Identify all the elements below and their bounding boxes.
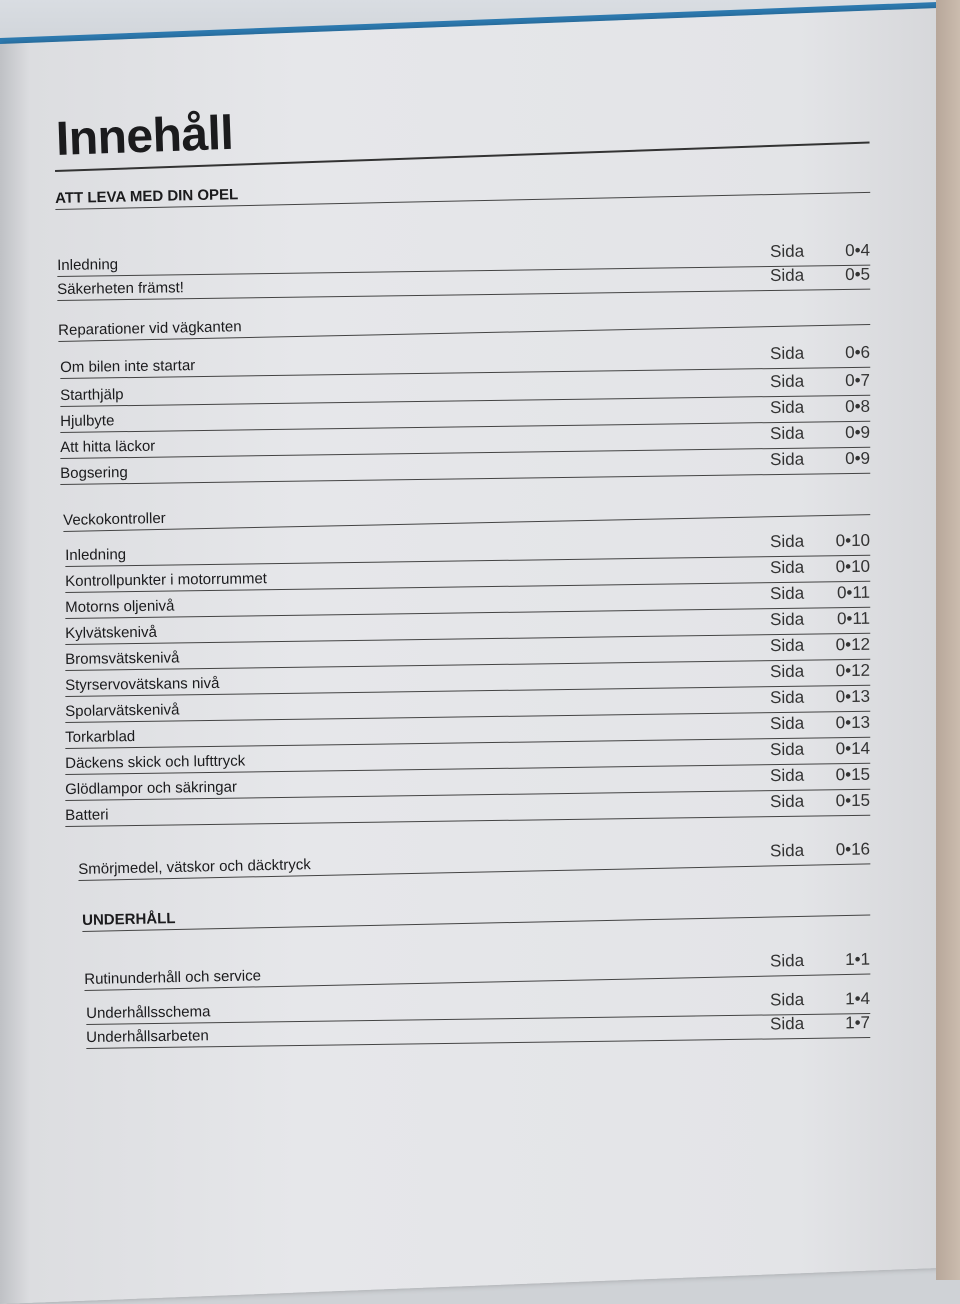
page-number: 0•15 <box>835 764 871 785</box>
page-prefix: Sida <box>769 765 805 786</box>
page-prefix: Sida <box>769 713 805 734</box>
page-prefix: Sida <box>769 449 805 470</box>
page-prefix: Sida <box>769 343 805 364</box>
entry-label: ATT LEVA MED DIN OPEL <box>55 186 239 207</box>
entry-label: UNDERHÅLL <box>82 910 176 929</box>
section-heading[interactable]: UNDERHÅLL <box>82 895 871 932</box>
entry-label: Bogsering <box>60 464 128 482</box>
section-heading[interactable]: ATT LEVA MED DIN OPEL <box>55 172 871 210</box>
entry-label: Batteri <box>65 806 109 824</box>
page-prefix: Sida <box>769 583 805 604</box>
page-number: 0•8 <box>845 396 871 417</box>
entry-label: Underhållsarbeten <box>86 1027 209 1046</box>
page-prefix: Sida <box>769 950 805 971</box>
page-prefix: Sida <box>769 397 805 418</box>
page-number: 0•11 <box>836 582 871 603</box>
page-prefix: Sida <box>769 609 805 630</box>
page-prefix: Sida <box>769 423 805 444</box>
page-number: 0•9 <box>845 422 871 443</box>
adjacent-page-edge <box>936 0 960 1280</box>
page-prefix: Sida <box>769 687 805 708</box>
page-number: 0•14 <box>835 738 871 759</box>
page-number: 0•13 <box>835 686 871 707</box>
page-prefix: Sida <box>769 661 805 682</box>
page-number: 0•16 <box>835 839 871 860</box>
page-number: 0•7 <box>845 370 871 391</box>
entry-label: Smörjmedel, vätskor och däcktryck <box>78 856 311 878</box>
section-heading[interactable]: Smörjmedel, vätskor och däcktryck Sida 0•1… <box>78 839 871 881</box>
page-prefix: Sida <box>769 739 805 760</box>
page-number: 0•11 <box>836 608 871 629</box>
page-number: 1•7 <box>845 1013 871 1033</box>
section-heading[interactable]: Veckokontroller <box>63 495 871 532</box>
page-number: 0•10 <box>835 530 871 551</box>
entry-label: Veckokontroller <box>63 509 166 529</box>
page-number: 1•1 <box>844 949 871 970</box>
page-title: Innehåll <box>55 106 235 166</box>
page-number: 0•15 <box>835 790 871 811</box>
page-number: 0•9 <box>845 448 871 469</box>
entry-label: Reparationer vid vägkanten <box>58 318 242 339</box>
page-prefix: Sida <box>769 265 805 286</box>
page-number: 0•4 <box>845 240 871 260</box>
page-prefix: Sida <box>769 241 805 262</box>
page-prefix: Sida <box>769 635 805 656</box>
page-number: 1•4 <box>845 989 871 1009</box>
section-heading[interactable]: Rutinunderhåll och service Sida 1•1 <box>84 949 871 991</box>
page-number: 0•5 <box>845 264 871 284</box>
page-number: 0•13 <box>835 712 871 733</box>
page-number: 0•6 <box>845 342 871 363</box>
section-heading[interactable]: Reparationer vid vägkanten <box>58 304 871 342</box>
entry-label: Rutinunderhåll och service <box>84 967 262 988</box>
page-prefix: Sida <box>769 557 805 578</box>
page-prefix: Sida <box>769 1013 805 1034</box>
page-prefix: Sida <box>769 371 805 392</box>
page-prefix: Sida <box>769 989 805 1010</box>
entry-label: Säkerheten främst! <box>57 279 185 298</box>
page-prefix: Sida <box>769 531 805 552</box>
page-number: 0•12 <box>835 634 871 655</box>
page-prefix: Sida <box>769 840 805 861</box>
page-number: 0•10 <box>835 556 871 577</box>
page-prefix: Sida <box>769 791 805 812</box>
page-number: 0•12 <box>835 660 871 681</box>
